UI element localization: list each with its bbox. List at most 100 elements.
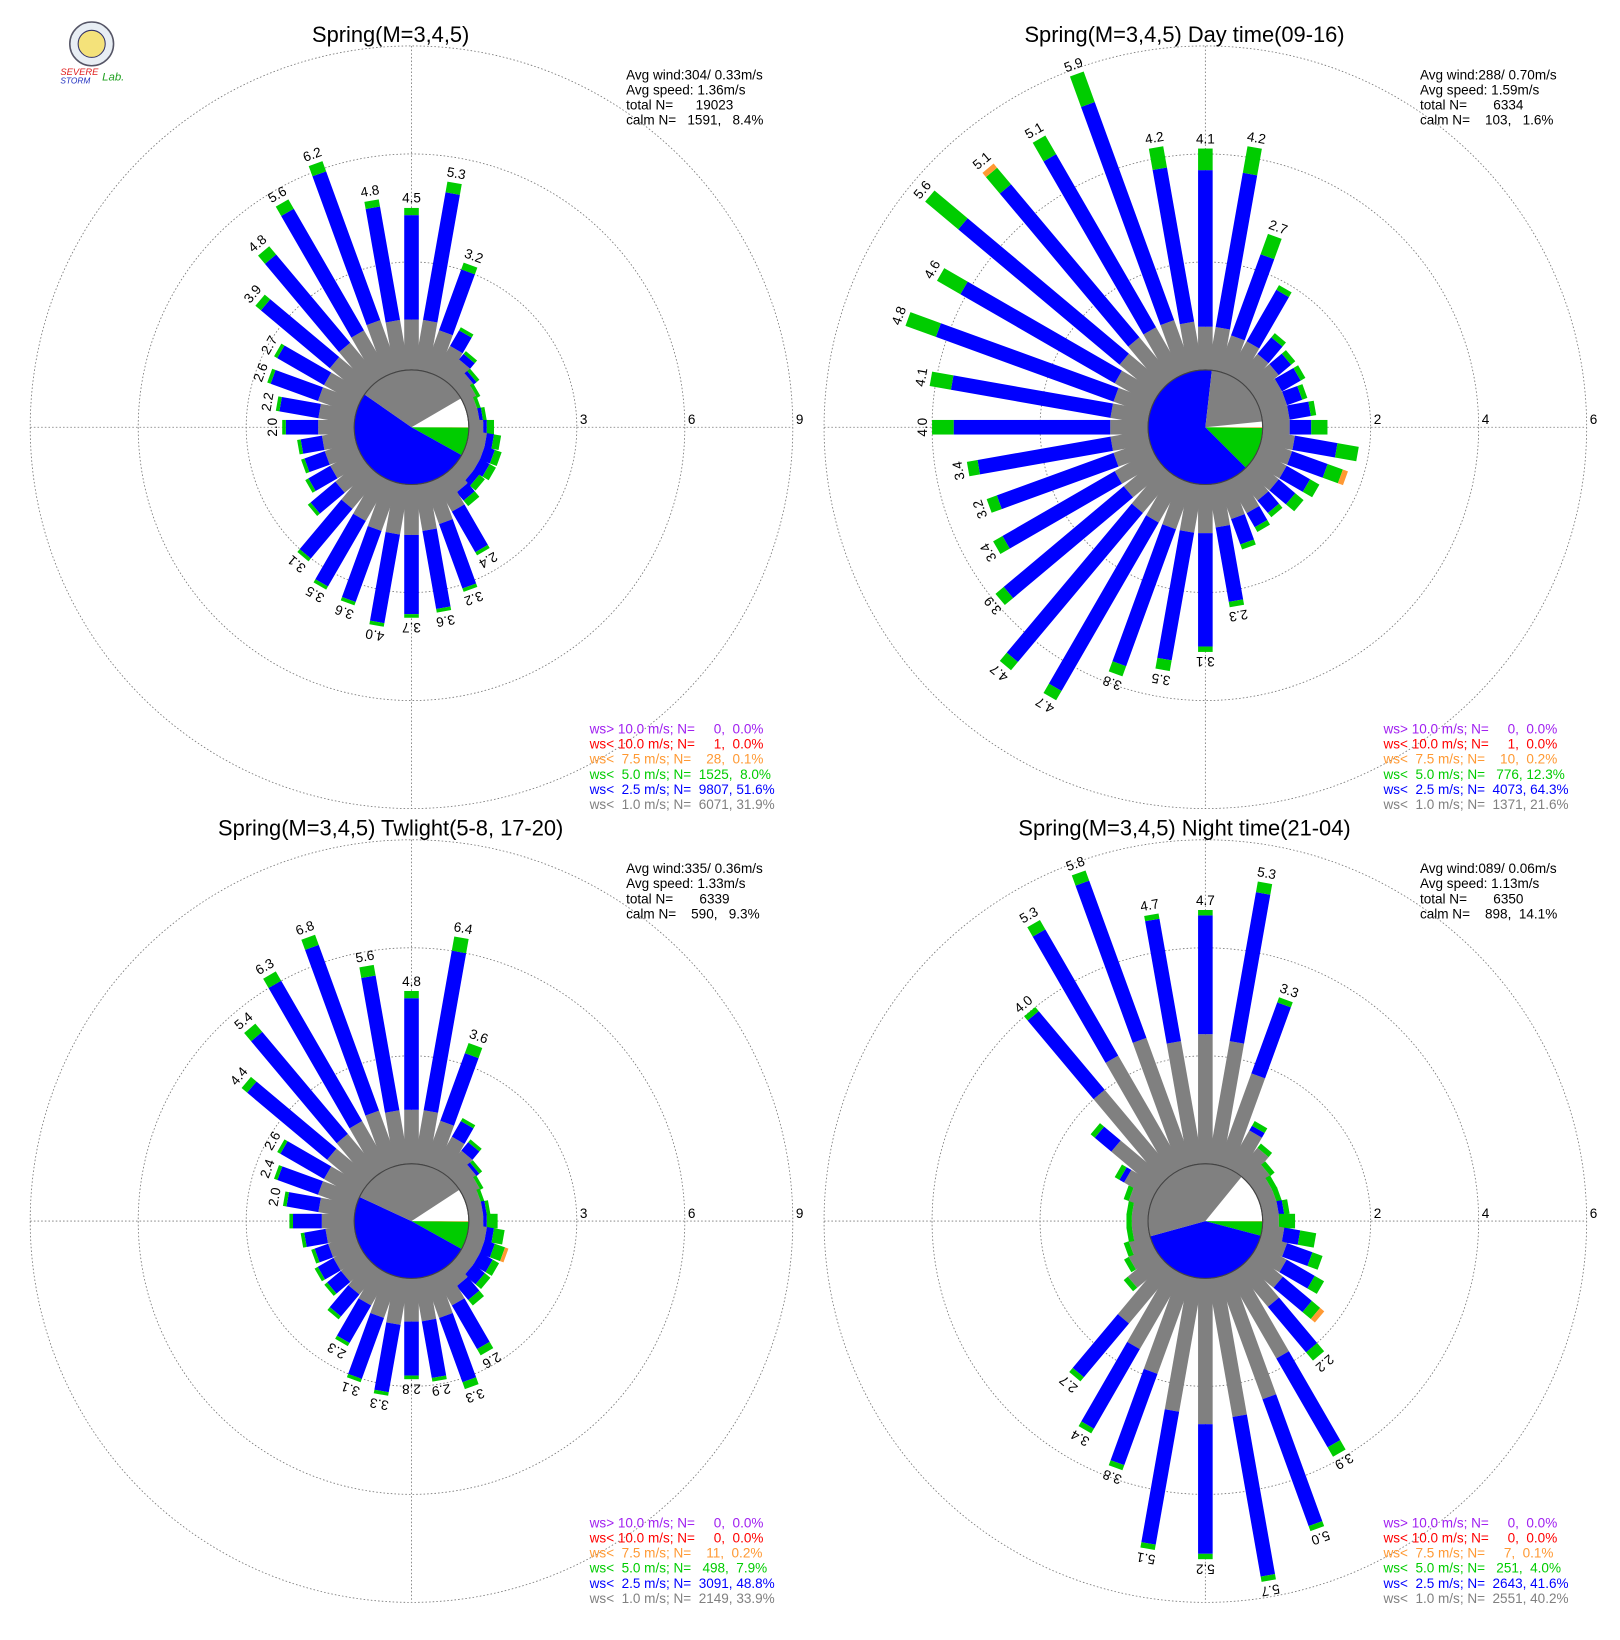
bar-segment [1276, 1351, 1341, 1448]
bar-segment [461, 1142, 480, 1160]
legend-entry: ws< 10.0 m/s; N= 0, 0.0% [1383, 1530, 1558, 1545]
bar-segment [277, 1139, 288, 1154]
bar-segment [422, 528, 451, 610]
bar-segment [1128, 337, 1175, 389]
bar-label: 4.0 [915, 418, 930, 437]
stat-line: calm N= 898, 14.1% [1420, 906, 1557, 921]
bar-segment [348, 1260, 381, 1295]
bar-segment [404, 1109, 419, 1164]
bar-segment [336, 1133, 381, 1182]
bar-segment [314, 1266, 326, 1282]
bar-segment [1114, 1164, 1127, 1180]
bar-segment [1228, 599, 1245, 608]
stat-line: total N= 6339 [626, 891, 729, 906]
pie-wedge [359, 1163, 460, 1222]
bar-segment [463, 351, 478, 364]
bar-segment [1227, 473, 1260, 514]
bar-segment [317, 1181, 361, 1209]
bar-segment [280, 1141, 332, 1179]
bar-segment [1251, 378, 1283, 405]
bar-segment [305, 944, 380, 1116]
legend-entry: ws> 10.0 m/s; N= 0, 0.0% [1383, 1515, 1558, 1530]
bar-segment [1269, 479, 1296, 505]
bar-segment [282, 419, 286, 435]
bar-segment [264, 254, 351, 353]
bar-segment [470, 1160, 483, 1174]
bar-segment [462, 583, 478, 592]
calm-circle-edge [353, 369, 470, 486]
bar-segment [451, 504, 488, 553]
bar-segment [1276, 285, 1292, 298]
legend-entry: ws< 1.0 m/s; N= 2551, 40.2% [1383, 1591, 1569, 1606]
bar-segment [255, 294, 271, 311]
bar-segment [1281, 350, 1296, 365]
bar-segment [1244, 458, 1279, 491]
legend-entry: ws< 10.0 m/s; N= 1, 0.0% [1383, 737, 1558, 752]
bar-segment [467, 368, 480, 383]
bar-segment [461, 262, 478, 275]
ring-label: 4 [1482, 1206, 1490, 1221]
stat-line: Avg speed: 1.33m/s [626, 876, 746, 891]
bar-segment [1337, 469, 1348, 486]
calm-circle-edge [353, 1163, 470, 1279]
bar-segment [431, 1375, 447, 1382]
stat-line: calm N= 103, 1.6% [1420, 113, 1554, 128]
ring-label: 4 [1482, 412, 1490, 427]
bar-segment [1179, 321, 1203, 373]
legend-entry: ws< 2.5 m/s; N= 3091, 48.8% [589, 1576, 775, 1591]
bar-segment [1278, 1213, 1296, 1229]
bar-segment [327, 1270, 351, 1294]
bar-segment [1126, 1213, 1132, 1229]
bar-label: 6.2 [301, 144, 324, 165]
bar-segment [1145, 918, 1182, 1044]
bar-segment [950, 375, 1113, 418]
bar-segment [996, 452, 1119, 510]
bar-segment [1244, 1164, 1271, 1190]
bar-segment [985, 167, 1011, 194]
bar-segment [475, 1273, 491, 1289]
bar-segment [1308, 1521, 1325, 1532]
bar-segment [1148, 146, 1167, 170]
bar-segment [317, 387, 361, 415]
bar-segment [993, 535, 1010, 555]
bar-segment [414, 1110, 439, 1166]
bar-segment [307, 502, 320, 516]
ring [29, 45, 794, 809]
bar-segment [440, 1053, 479, 1126]
bar-segment [289, 1213, 294, 1229]
ring-label: 3 [580, 412, 588, 427]
bar-segment [1254, 519, 1271, 532]
bar-segment [1308, 400, 1317, 417]
chart-title: Spring(M=3,4,5) Night time(21-04) [1018, 816, 1350, 841]
bar-segment [433, 1267, 465, 1306]
bar-segment [325, 1223, 357, 1244]
stat-line: Avg wind:288/ 0.70m/s [1420, 67, 1557, 82]
bar-segment [1069, 71, 1095, 107]
bar-segment [450, 1164, 477, 1190]
bar-segment [1218, 478, 1245, 520]
bar-segment [324, 439, 361, 465]
ring [29, 839, 794, 1603]
bar-segment [1108, 661, 1127, 677]
bar-segment [275, 199, 294, 217]
bar-segment [457, 1177, 481, 1199]
bar-segment [241, 1076, 257, 1093]
bar-segment [267, 368, 276, 384]
bar-segment [333, 1243, 366, 1271]
bar-segment [1277, 997, 1293, 1008]
bar-segment [365, 1110, 399, 1170]
bar-segment [1198, 1424, 1213, 1554]
bar-segment [966, 460, 981, 477]
bar-segment [1164, 1276, 1203, 1412]
bar-segment [905, 312, 941, 337]
bar-segment [305, 478, 316, 493]
ring-label: 6 [688, 1206, 696, 1221]
bar-segment [404, 1375, 419, 1380]
bar-label: 4.2 [1144, 129, 1165, 147]
bar-segment [1114, 370, 1160, 405]
bar-segment [293, 1213, 322, 1229]
bar-segment [1141, 1409, 1180, 1545]
bar-segment [1140, 1542, 1156, 1551]
bar-label: 3.2 [462, 246, 485, 267]
bar-segment [1302, 479, 1320, 498]
